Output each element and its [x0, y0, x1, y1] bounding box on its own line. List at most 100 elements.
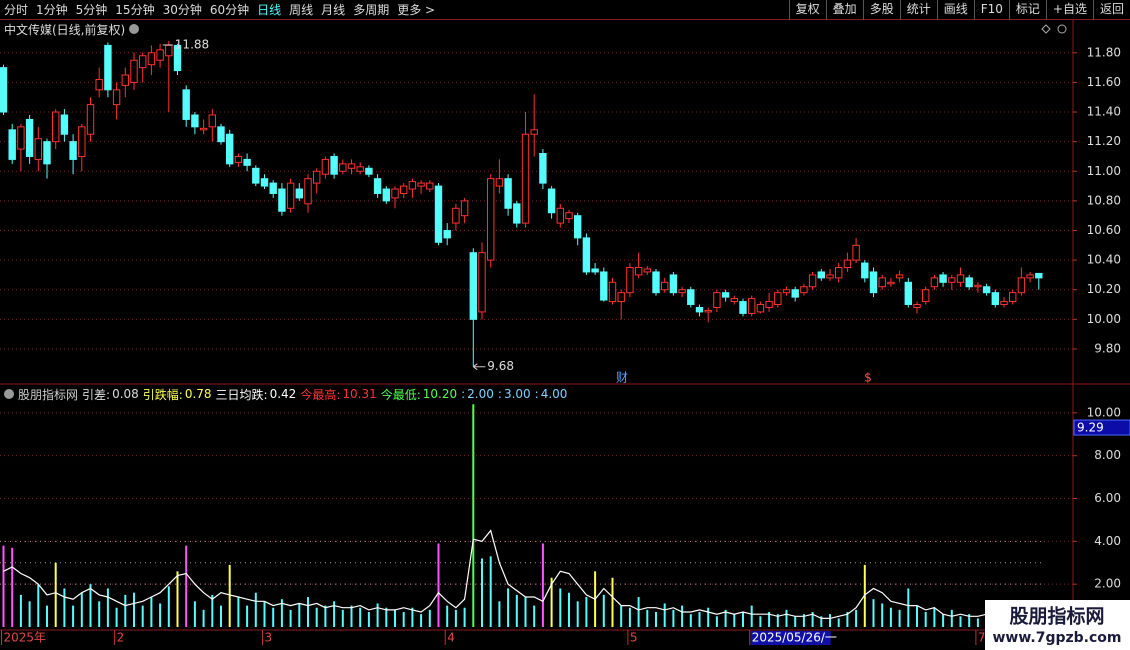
- candle-body: [1000, 301, 1008, 306]
- bar: [19, 594, 22, 627]
- candle-body: [521, 133, 530, 224]
- bar: [829, 614, 831, 627]
- period-tab[interactable]: 1分钟: [36, 3, 68, 17]
- bar: [315, 607, 318, 627]
- tool-button[interactable]: 返回: [1092, 0, 1130, 20]
- period-tab[interactable]: 30分钟: [162, 3, 202, 17]
- candle-body: [730, 298, 738, 303]
- bar: [481, 558, 483, 627]
- period-tab[interactable]: 5分钟: [75, 3, 108, 17]
- bar: [98, 601, 101, 627]
- candle-body: [156, 49, 164, 61]
- candle-body: [260, 178, 269, 187]
- candle-body: [861, 262, 869, 279]
- tool-button[interactable]: 统计: [899, 0, 937, 20]
- bar: [541, 543, 544, 627]
- period-tab[interactable]: 60分钟: [209, 3, 250, 17]
- tool-button[interactable]: 叠加: [825, 0, 863, 20]
- candle-body: [626, 267, 634, 294]
- period-tabs: 分时 1分钟 5分钟 15分钟 30分钟 60分钟 日线 周线 月线 多周期 更多 >: [0, 1, 439, 18]
- indicator-icon[interactable]: [4, 389, 14, 399]
- header-label: 三日均跌:: [215, 387, 268, 402]
- candle-body: [547, 188, 556, 214]
- bar: [550, 577, 553, 627]
- candle-body: [400, 185, 408, 194]
- bar: [385, 607, 388, 627]
- tool-button[interactable]: F10: [973, 0, 1009, 20]
- bar: [333, 601, 336, 627]
- candle-body: [43, 141, 51, 165]
- y-tick-label: 10.00: [1087, 405, 1121, 419]
- bar: [663, 603, 666, 627]
- circle-icon[interactable]: [1057, 24, 1067, 34]
- period-tab[interactable]: 日线: [257, 3, 282, 17]
- bar: [768, 612, 771, 627]
- period-tab[interactable]: 更多 >: [397, 3, 436, 17]
- period-tab[interactable]: 15分钟: [115, 3, 155, 17]
- bar: [968, 614, 971, 627]
- candle-body: [165, 44, 173, 57]
- bar: [54, 562, 57, 627]
- header-value: 0.42: [269, 387, 297, 401]
- candle-body: [930, 277, 939, 288]
- bar: [28, 601, 31, 627]
- reference-sep: :: [534, 387, 539, 401]
- candle-body: [34, 138, 42, 160]
- candle-body: [652, 271, 660, 294]
- tool-button[interactable]: 复权: [788, 0, 826, 20]
- candle-body: [678, 289, 686, 294]
- candle-body: [956, 274, 965, 283]
- candle-body: [234, 155, 243, 163]
- bar: [733, 614, 736, 627]
- diamond-icon[interactable]: [1041, 24, 1051, 34]
- candle-body: [643, 268, 651, 273]
- candle-body: [286, 182, 295, 209]
- candle-body: [1017, 277, 1026, 294]
- candle-body: [443, 229, 451, 239]
- candle-body: [17, 126, 25, 150]
- candle-body: [121, 74, 129, 86]
- candle-body: [539, 152, 547, 184]
- watermark-url: www.7gpzb.com: [992, 630, 1121, 646]
- candle-body: [434, 185, 443, 243]
- bar: [576, 601, 579, 627]
- bar: [776, 614, 779, 627]
- bar: [559, 588, 562, 627]
- candle-body: [721, 292, 730, 298]
- bar: [359, 607, 362, 627]
- bar: [846, 612, 849, 627]
- bar: [742, 612, 744, 627]
- bar: [715, 616, 718, 627]
- settings-icon[interactable]: [129, 24, 140, 34]
- period-tab[interactable]: 月线: [321, 3, 346, 17]
- bar: [376, 603, 379, 627]
- y-tick-label: 11.40: [1087, 105, 1121, 119]
- y-tick-label: 9.80: [1094, 341, 1121, 355]
- candle-body: [808, 274, 817, 288]
- bar: [646, 609, 649, 627]
- candle-body: [704, 309, 712, 313]
- period-tab[interactable]: 周线: [289, 3, 314, 17]
- reference-sep: :: [497, 387, 502, 401]
- bar: [707, 607, 710, 627]
- cursor-label-bg: [750, 631, 831, 645]
- tool-button[interactable]: 标记: [1008, 0, 1046, 20]
- candle-body: [617, 292, 625, 303]
- tool-button[interactable]: +自选: [1045, 0, 1093, 20]
- bar: [394, 609, 396, 627]
- tool-button[interactable]: 画线: [936, 0, 974, 20]
- candle-body: [0, 67, 8, 113]
- bar: [437, 543, 440, 627]
- bar: [280, 599, 283, 627]
- bar: [724, 609, 727, 627]
- candle-body: [565, 212, 573, 220]
- candle-body: [965, 277, 973, 288]
- x-tick-label: 7: [978, 631, 986, 645]
- period-tab[interactable]: 多周期: [353, 3, 390, 17]
- candle-body: [52, 111, 60, 143]
- header-value: 10.20: [422, 387, 458, 401]
- event-marker: $: [864, 371, 872, 385]
- period-tab[interactable]: 分时: [4, 3, 29, 17]
- tool-button[interactable]: 多股: [862, 0, 900, 20]
